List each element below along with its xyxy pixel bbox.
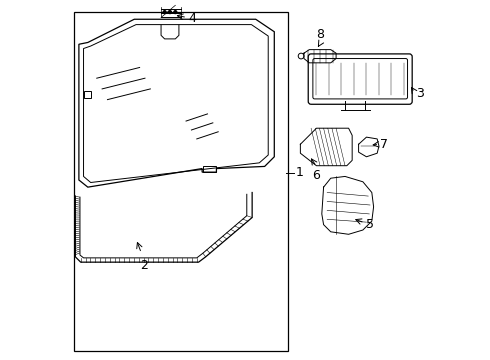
Text: 6: 6 xyxy=(313,169,320,182)
Text: 8: 8 xyxy=(316,28,324,41)
Circle shape xyxy=(163,11,166,14)
Circle shape xyxy=(174,11,177,14)
Text: 7: 7 xyxy=(380,139,388,152)
Text: 2: 2 xyxy=(140,258,148,271)
Text: 4: 4 xyxy=(189,12,196,25)
Text: 5: 5 xyxy=(366,218,374,231)
Bar xyxy=(83,91,92,98)
Bar xyxy=(74,12,288,351)
Bar xyxy=(203,166,217,172)
Text: 1: 1 xyxy=(296,166,304,179)
Text: 3: 3 xyxy=(416,87,424,100)
Circle shape xyxy=(169,11,171,14)
